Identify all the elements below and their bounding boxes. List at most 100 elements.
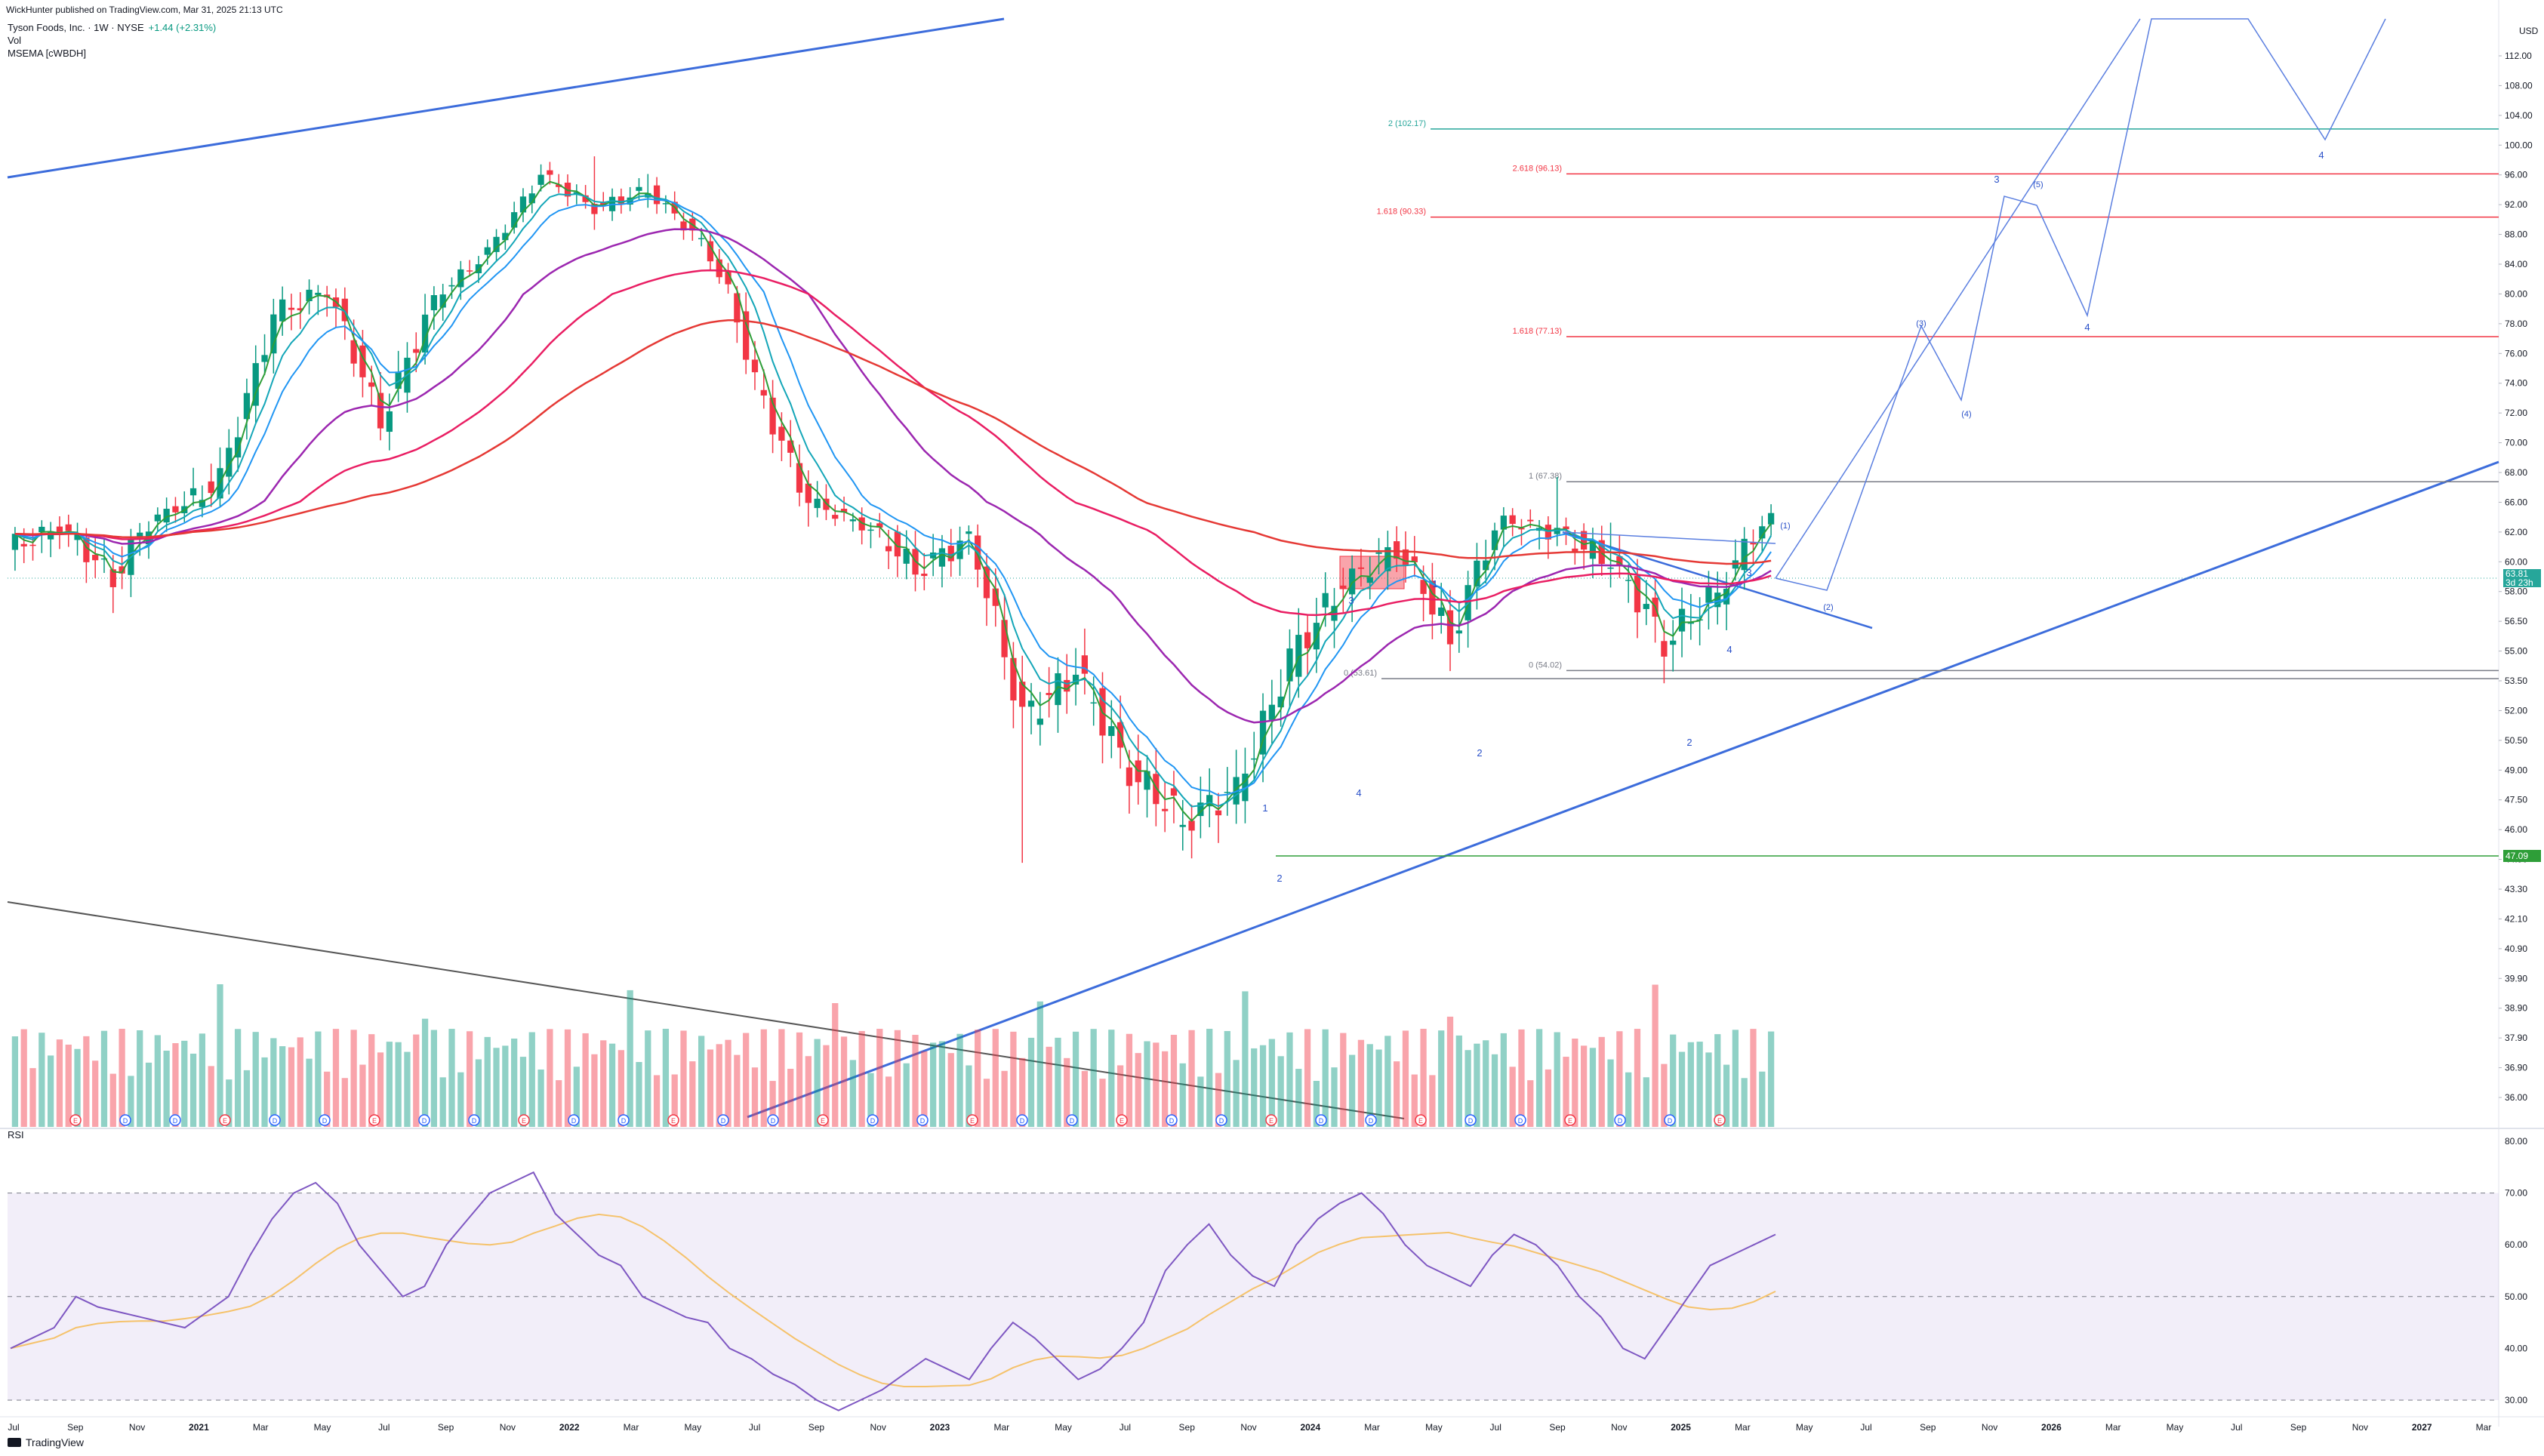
volume-bar bbox=[564, 1029, 571, 1127]
event-marker-circle bbox=[1464, 1114, 1477, 1126]
event-marker-text: D bbox=[173, 1117, 178, 1125]
volume-bar bbox=[849, 1060, 856, 1127]
event-marker-circle bbox=[1714, 1114, 1726, 1126]
event-marker-text: E bbox=[1120, 1117, 1124, 1125]
price-tick-label: 104.00 bbox=[2505, 110, 2533, 121]
volume-bar bbox=[128, 1076, 134, 1127]
event-marker: E bbox=[1116, 1114, 1128, 1126]
candle-body bbox=[840, 509, 848, 513]
event-marker: D bbox=[1614, 1114, 1626, 1126]
candle-body bbox=[1580, 531, 1588, 550]
volume-bar bbox=[796, 1032, 803, 1127]
event-marker: E bbox=[518, 1114, 530, 1126]
candle-body bbox=[29, 544, 36, 546]
candle-body bbox=[11, 534, 19, 550]
ema-mid2-line bbox=[14, 198, 1772, 796]
event-marker-circle bbox=[418, 1114, 430, 1126]
candle-body bbox=[386, 411, 393, 432]
volume-bar bbox=[653, 1075, 661, 1127]
event-marker-circle bbox=[169, 1114, 181, 1126]
event-marker-text: D bbox=[1169, 1117, 1175, 1125]
volume-bar bbox=[1242, 991, 1249, 1127]
event-marker-text: E bbox=[372, 1117, 377, 1125]
candle-body bbox=[1197, 802, 1204, 817]
candle-body bbox=[1545, 525, 1552, 540]
volume-bar bbox=[769, 1081, 776, 1127]
volume-bar bbox=[1081, 1070, 1089, 1127]
volume-bar bbox=[466, 1031, 473, 1127]
price-tick-label: 70.00 bbox=[2505, 438, 2527, 448]
volume-bar bbox=[252, 1032, 259, 1127]
candle-body bbox=[109, 569, 116, 587]
volume-bar bbox=[1099, 1079, 1106, 1127]
event-marker: D bbox=[1215, 1114, 1227, 1126]
candle-body bbox=[172, 506, 179, 513]
tradingview-logo-icon bbox=[8, 1438, 21, 1447]
time-tick-label: Nov bbox=[129, 1422, 145, 1433]
volume-bar bbox=[1322, 1029, 1329, 1127]
event-marker: D bbox=[618, 1114, 630, 1126]
volume-bar bbox=[1170, 1034, 1178, 1127]
event-marker-circle bbox=[916, 1114, 929, 1126]
candle-body bbox=[56, 526, 63, 535]
candle-body bbox=[234, 437, 242, 458]
volume-bar bbox=[137, 1030, 143, 1127]
candle-body bbox=[1500, 516, 1507, 530]
price-tick-label: 96.00 bbox=[2505, 170, 2527, 180]
candle-body bbox=[787, 440, 794, 453]
volume-bar bbox=[1759, 1071, 1766, 1127]
volume-bar bbox=[1474, 1043, 1480, 1127]
candle-body bbox=[1277, 696, 1284, 708]
candle-body bbox=[65, 524, 72, 531]
volume-bar bbox=[145, 1062, 152, 1127]
event-marker-text: E bbox=[1717, 1117, 1722, 1125]
volume-bar bbox=[1348, 1054, 1356, 1127]
volume-bar bbox=[716, 1044, 722, 1127]
fib-level-label: 2.618 (96.13) bbox=[1513, 164, 1562, 173]
volume-bar bbox=[921, 1051, 928, 1127]
price-tick-label: 112.00 bbox=[2505, 51, 2532, 61]
rsi-legend[interactable]: RSI bbox=[8, 1129, 24, 1140]
price-tick-label: 80.00 bbox=[2505, 288, 2527, 299]
volume-bar bbox=[1286, 1032, 1293, 1127]
time-tick-label: 2025 bbox=[1671, 1422, 1691, 1433]
volume-bar bbox=[1277, 1056, 1284, 1127]
candle-body bbox=[1420, 580, 1427, 594]
symbol-title[interactable]: Tyson Foods, Inc. · 1W · NYSE bbox=[8, 22, 144, 33]
wave-label: 3 bbox=[1746, 567, 1751, 578]
candle-body bbox=[315, 292, 322, 295]
event-marker: D bbox=[119, 1114, 131, 1126]
volume-bar bbox=[172, 1043, 179, 1127]
candle-body bbox=[760, 389, 767, 396]
candle-body bbox=[154, 514, 161, 522]
volume-bar bbox=[350, 1030, 357, 1127]
time-tick-label: Jul bbox=[1860, 1422, 1871, 1433]
volume-bar bbox=[1598, 1036, 1605, 1127]
event-marker-circle bbox=[468, 1114, 480, 1126]
volume-bar bbox=[421, 1018, 429, 1127]
candle-body bbox=[83, 537, 90, 562]
wave-label: (2) bbox=[1823, 603, 1833, 612]
volume-bar bbox=[912, 1035, 919, 1127]
price-tick-label: 50.50 bbox=[2505, 735, 2527, 746]
time-tick-label: Mar bbox=[2105, 1422, 2121, 1433]
time-tick-label: Nov bbox=[2352, 1422, 2368, 1433]
candle-body bbox=[1081, 655, 1089, 674]
volume-bar bbox=[1162, 1051, 1169, 1127]
volume-bar bbox=[92, 1060, 99, 1127]
candle-body bbox=[1589, 540, 1597, 559]
volume-bar bbox=[743, 1033, 750, 1127]
ema-legend[interactable]: MSEMA [cWBDH] bbox=[8, 48, 87, 59]
candle-body bbox=[1268, 704, 1275, 720]
event-marker: D bbox=[1514, 1114, 1526, 1126]
volume-bar bbox=[1366, 1044, 1373, 1127]
candle-body bbox=[573, 192, 580, 195]
candle-body bbox=[1304, 632, 1311, 648]
volume-bar bbox=[1046, 1046, 1052, 1127]
candle-body bbox=[618, 196, 624, 204]
fib-level-label: 2 (102.17) bbox=[1388, 119, 1426, 128]
volume-legend[interactable]: Vol bbox=[8, 35, 22, 46]
volume-bar bbox=[787, 1069, 794, 1127]
wave-label: (4) bbox=[1961, 410, 1971, 419]
